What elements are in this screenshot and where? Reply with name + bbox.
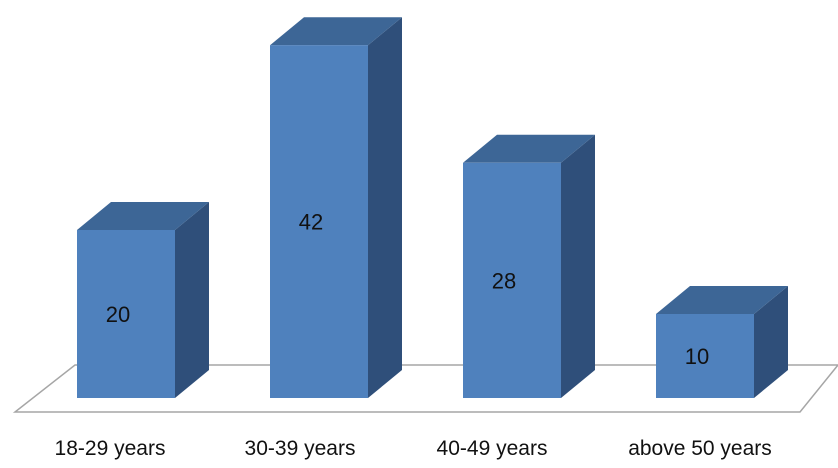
category-label: 40-49 years xyxy=(437,437,548,460)
category-label: above 50 years xyxy=(628,437,772,460)
category-label-group: 18-29 years 30-39 years 40-49 years above 5… xyxy=(55,437,772,460)
bar-front-face xyxy=(270,45,368,398)
bar-side-face xyxy=(561,134,595,399)
bar-front-face xyxy=(77,230,175,398)
data-label: 28 xyxy=(492,268,516,293)
bar-front-face xyxy=(656,314,754,398)
bar-top-face xyxy=(270,17,402,46)
bar-30-39-years xyxy=(270,17,402,398)
bar-top-face xyxy=(77,202,209,230)
bar-side-face xyxy=(754,286,788,398)
bar-40-49-years xyxy=(463,134,595,399)
category-label: 18-29 years xyxy=(55,437,166,460)
bar-top-face xyxy=(463,134,595,163)
data-label: 42 xyxy=(299,210,323,235)
bar-above-50-years xyxy=(656,286,788,398)
bar-front-face xyxy=(463,162,561,398)
bar-group xyxy=(77,17,788,399)
category-label: 30-39 years xyxy=(245,437,356,460)
bar-18-29-years xyxy=(77,202,209,398)
bar-top-face xyxy=(656,286,788,314)
data-label: 10 xyxy=(685,344,709,369)
bar-side-face xyxy=(368,17,402,398)
value-label-group: 20 42 28 10 xyxy=(106,210,709,369)
bar-side-face xyxy=(175,202,209,398)
data-label: 20 xyxy=(106,302,130,327)
